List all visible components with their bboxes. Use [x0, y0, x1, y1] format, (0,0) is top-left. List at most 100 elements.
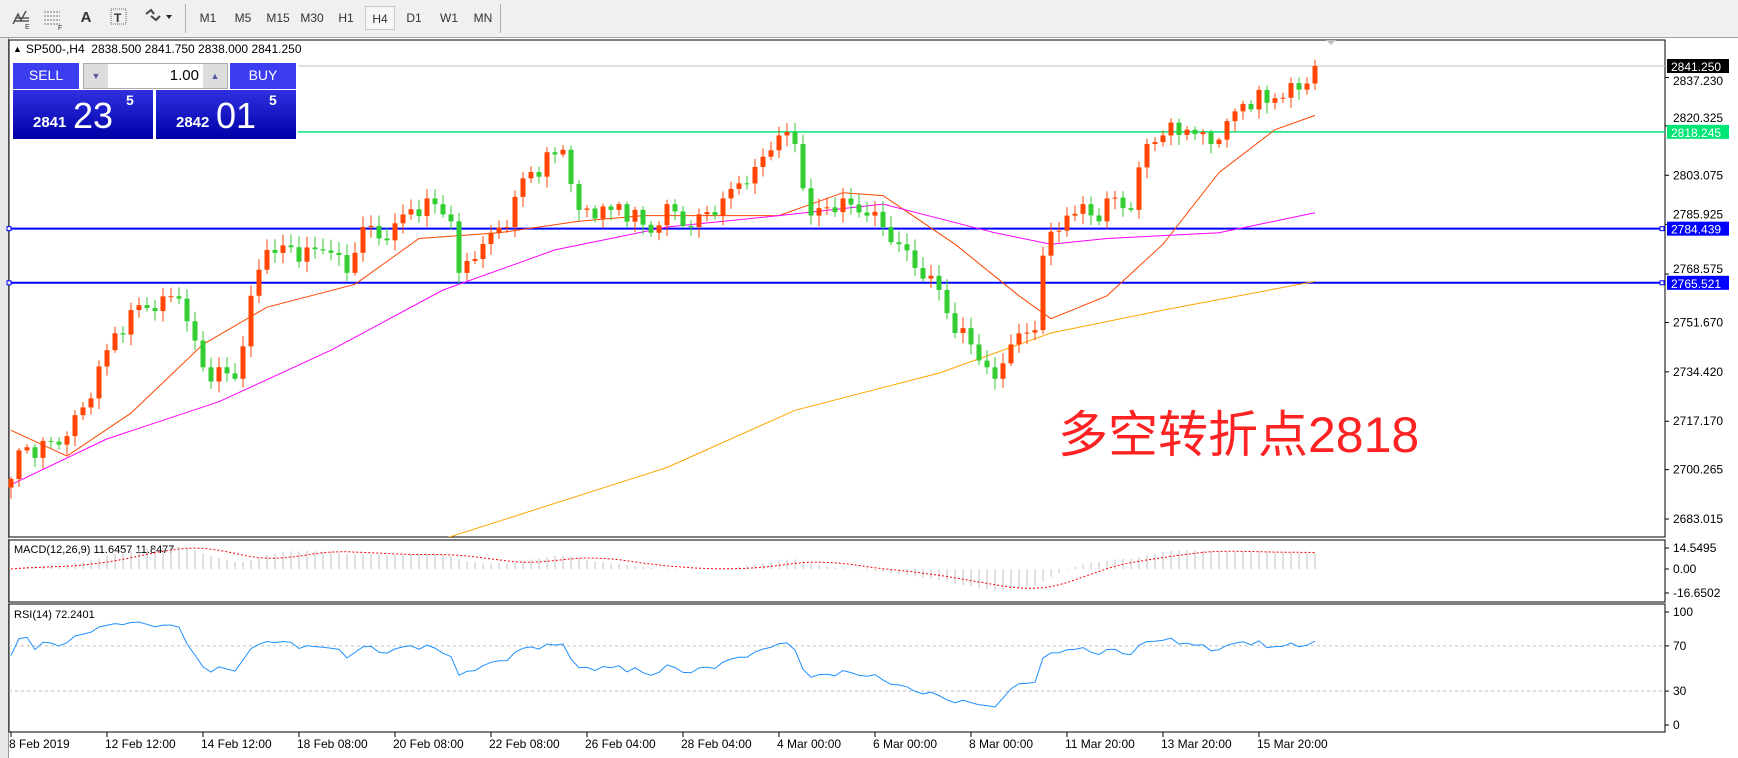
- price-tick-label: 2683.015: [1673, 512, 1723, 526]
- candle-body: [560, 149, 566, 155]
- timeframe-m15[interactable]: M15: [266, 11, 290, 25]
- candle-body: [1088, 204, 1094, 216]
- sell-price-box[interactable]: 2841 23 5: [13, 90, 153, 139]
- timeframe-h4[interactable]: H4: [365, 6, 395, 30]
- candle: [944, 279, 950, 320]
- candle-body: [352, 252, 358, 273]
- timeframe-d1[interactable]: D1: [406, 11, 422, 25]
- candle: [32, 443, 38, 468]
- candle: [448, 205, 454, 230]
- fibonacci-icon[interactable]: F: [40, 6, 66, 32]
- rsi-pane-frame: [8, 603, 1666, 733]
- price-tick-label: 2837.230: [1673, 74, 1723, 88]
- text-label-icon[interactable]: T: [107, 6, 131, 30]
- buy-price-fraction: 5: [269, 92, 277, 108]
- candle: [1056, 222, 1062, 243]
- candle-body: [1200, 132, 1206, 135]
- time-tick-label: 4 Mar 00:00: [777, 737, 841, 751]
- elliott-wave-icon[interactable]: E: [8, 6, 34, 31]
- candle: [240, 336, 246, 388]
- candle-body: [872, 211, 878, 216]
- candle: [1168, 118, 1174, 146]
- candle-body: [112, 333, 118, 351]
- candle: [336, 242, 342, 266]
- time-tick-label: 12 Feb 12:00: [105, 737, 176, 751]
- candle-body: [1112, 197, 1118, 199]
- lot-size-stepper[interactable]: ▼ 1.00 ▲: [83, 63, 228, 89]
- timeframe-m30[interactable]: M30: [300, 11, 324, 25]
- candle-body: [920, 267, 926, 279]
- timeframe-m1[interactable]: M1: [199, 11, 217, 25]
- text-icon[interactable]: A: [80, 9, 92, 26]
- buy-button[interactable]: BUY: [230, 63, 296, 89]
- candle-body: [816, 208, 822, 216]
- candle: [1040, 246, 1046, 334]
- candle-body: [968, 328, 974, 345]
- candle-body: [1160, 135, 1166, 143]
- candle: [1216, 137, 1222, 148]
- candle: [232, 363, 238, 382]
- candle-body: [304, 247, 310, 262]
- collapse-triangle-icon[interactable]: ▲: [13, 44, 22, 54]
- candle-body: [776, 135, 782, 151]
- candle-body: [752, 166, 758, 184]
- candle-body: [1168, 122, 1174, 136]
- candle: [496, 220, 502, 240]
- candle: [1256, 85, 1262, 119]
- candle-body: [376, 225, 382, 239]
- candle-body: [880, 211, 886, 228]
- candle-body: [152, 308, 158, 312]
- buy-price-box[interactable]: 2842 01 5: [156, 90, 296, 139]
- timeframe-h1[interactable]: H1: [338, 11, 354, 25]
- candle: [72, 410, 78, 447]
- candle: [896, 231, 902, 253]
- svg-text:E: E: [25, 24, 30, 30]
- arrows-icon[interactable]: [142, 6, 176, 30]
- price-tick-label: 2785.925: [1673, 208, 1723, 222]
- candle: [920, 257, 926, 282]
- lot-size-input[interactable]: 1.00: [169, 67, 199, 84]
- candle: [512, 190, 518, 238]
- candle: [560, 145, 566, 158]
- support-lower-price-tag-bg: [1667, 275, 1729, 290]
- timeframe-w1[interactable]: W1: [440, 11, 458, 25]
- candle-body: [184, 298, 190, 322]
- candle-body: [504, 227, 510, 229]
- candle: [672, 199, 678, 221]
- candle: [464, 252, 470, 281]
- candle-body: [456, 221, 462, 273]
- candle-body: [296, 247, 302, 262]
- candle-body: [312, 247, 318, 250]
- candle: [960, 317, 966, 344]
- rsi-tick-label: 100: [1673, 605, 1693, 619]
- candle-body: [992, 367, 998, 379]
- candle-body: [1232, 111, 1238, 122]
- time-tick-label: 8 Feb 2019: [9, 737, 70, 751]
- candle: [680, 206, 686, 229]
- price-tick-label: 2820.325: [1673, 111, 1723, 125]
- candle-body: [824, 207, 830, 209]
- one-click-trading-panel: SELL ▼ 1.00 ▲ BUY 2841 23 5 2842 01 5: [13, 63, 296, 139]
- timeframe-mn[interactable]: MN: [473, 11, 493, 25]
- lot-decrease-button[interactable]: ▼: [84, 64, 108, 88]
- toolbar-separator: [500, 4, 501, 33]
- candle: [544, 146, 550, 188]
- timeframe-m5[interactable]: M5: [234, 11, 252, 25]
- support-line-upper-handle-right: [1659, 226, 1665, 232]
- macd-tick-label: -16.6502: [1673, 586, 1721, 600]
- candle: [88, 392, 94, 415]
- price-tick-label: 2734.420: [1673, 365, 1723, 379]
- candle: [1064, 207, 1070, 237]
- sell-button[interactable]: SELL: [13, 63, 79, 89]
- candle: [24, 444, 30, 454]
- candle-body: [624, 204, 630, 222]
- candle: [104, 343, 110, 376]
- candle: [432, 189, 438, 214]
- lot-increase-button[interactable]: ▲: [203, 64, 227, 88]
- candle: [520, 172, 526, 207]
- candle-body: [848, 198, 854, 205]
- candle: [328, 239, 334, 261]
- candle: [720, 191, 726, 226]
- candle-body: [1240, 103, 1246, 112]
